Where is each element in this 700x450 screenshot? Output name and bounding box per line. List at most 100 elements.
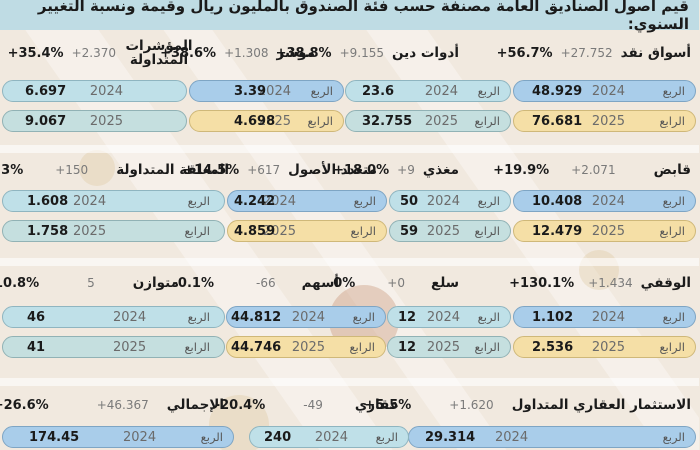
value-pill-equities-2024: الربع 2024 44.812	[227, 306, 387, 328]
category-pct: +26.6%	[0, 397, 50, 413]
category-header-real-estate: عقاري -49 -20.4%	[216, 390, 400, 420]
category-name: أسهم	[302, 275, 340, 291]
year-label: 2025	[427, 339, 461, 355]
quarter-label: الرابع	[660, 114, 686, 128]
category-header-money-market: أسواق نقد +27.752 +56.7%	[498, 38, 692, 68]
quarter-label: الرابع	[185, 340, 211, 354]
value-pill-feeder-2025: الرابع 2025 59	[390, 220, 512, 242]
quarter-label: الرابع	[185, 224, 211, 238]
value: 9.067	[26, 113, 68, 129]
category-delta: +617	[248, 163, 282, 177]
section-divider	[0, 145, 700, 153]
value: 10.408	[533, 193, 584, 209]
section-3: الوقفي +1.434 +130.1% سلع +0 0% أسهم -66…	[0, 268, 700, 368]
value: 50	[401, 193, 420, 209]
category-name: قابض	[654, 162, 692, 178]
value: 1.102	[533, 309, 575, 325]
year-label: 2024	[592, 193, 626, 209]
category-name: المؤشرات المتداولة	[126, 38, 194, 68]
category-delta: +1.434	[589, 276, 634, 290]
value-pill-commodities-2024: الربع 2024 12	[388, 306, 512, 328]
year-label: 2025	[292, 339, 326, 355]
value-pill-feeder-2024: الربع 2024 50	[390, 190, 512, 212]
year-label: 2025	[592, 339, 626, 355]
category-pct: -10.8%	[0, 275, 41, 291]
quarter-label: الربع	[354, 194, 377, 208]
category-name: المغلقة المتداولة	[117, 162, 230, 178]
category-header-etf: المؤشرات المتداولة +2.370 +35.4%	[9, 38, 195, 68]
value: 1.608	[28, 193, 70, 209]
category-name: عقاري	[355, 397, 400, 413]
value: 23.6	[363, 83, 396, 99]
quarter-label: الربع	[201, 430, 224, 444]
value-pill-etf-2025: 2025 9.067	[3, 110, 188, 132]
category-pct: +130.1%	[510, 275, 576, 291]
value-pill-holding-2025: الرابع 2025 12.479	[514, 220, 697, 242]
value: 12	[399, 339, 418, 355]
value-pill-balanced-2024: الربع 2024 46	[3, 306, 226, 328]
category-header-debt: أدوات دين +9.155 +38.8%	[277, 38, 460, 68]
value: 41	[28, 339, 47, 355]
value: 2.536	[533, 339, 575, 355]
value: 174.45	[30, 429, 81, 445]
category-name: الوقفي	[641, 275, 692, 291]
quarter-label: الرابع	[660, 340, 686, 354]
section-divider	[0, 378, 700, 386]
value: 1.758	[28, 223, 70, 239]
value-pill-debt-2025: الرابع 2025 32.755	[346, 110, 512, 132]
category-header-equities: أسهم -66 -0.1%	[174, 268, 340, 298]
section-divider	[0, 258, 700, 266]
quarter-label: الربع	[478, 194, 501, 208]
value-pill-endowment-2025: الرابع 2025 2.536	[514, 336, 697, 358]
category-pct: +19.9%	[494, 162, 551, 178]
category-delta: +46.367	[97, 398, 150, 412]
category-header-total: الإجمالي +46.367 +26.6%	[0, 390, 225, 420]
value-pill-index-2024: الربع 2024 3.39	[190, 80, 345, 102]
value: 4.698	[235, 113, 277, 129]
category-pct: +9.3%	[0, 162, 25, 178]
year-label: 2024	[292, 309, 326, 325]
quarter-label: الربع	[353, 310, 376, 324]
year-label: 2024	[315, 429, 349, 445]
quarter-label: الرابع	[475, 340, 501, 354]
value-pill-closed-traded-2025: الرابع 2025 1.758	[3, 220, 226, 242]
value: 32.755	[363, 113, 414, 129]
category-delta: +27.752	[561, 46, 614, 60]
quarter-label: الربع	[663, 84, 686, 98]
category-header-commodities: سلع +0 0%	[334, 268, 460, 298]
value-pill-balanced-2025: الرابع 2025 41	[3, 336, 226, 358]
quarter-label: الرابع	[475, 114, 501, 128]
value: 76.681	[533, 113, 584, 129]
year-label: 2024	[496, 429, 530, 445]
category-header-index: مؤشر +1.308 +38.6%	[161, 38, 316, 68]
category-name: متوازن	[133, 275, 180, 291]
value-pill-real-estate-2024: الربع 2024 240	[250, 426, 410, 448]
category-delta: +2.370	[72, 46, 117, 60]
value-pill-multi-asset-2024: الربع 2024 4.242	[228, 190, 388, 212]
value: 44.812	[232, 309, 283, 325]
quarter-label: الرابع	[660, 224, 686, 238]
value-pill-etf-2024: 2024 6.697	[3, 80, 188, 102]
year-label: 2025	[425, 113, 459, 129]
category-delta: -49	[304, 398, 324, 412]
value-pill-money-market-2024: الربع 2024 48.929	[514, 80, 697, 102]
year-label: 2024	[114, 309, 148, 325]
section-4: الاستثمار العقاري المتداول +1.620 +5.5% …	[0, 390, 700, 450]
year-label: 2024	[427, 309, 461, 325]
quarter-label: الربع	[663, 194, 686, 208]
year-label: 2025	[592, 113, 626, 129]
category-name: مؤشر	[277, 45, 317, 61]
category-pct: 0%	[334, 275, 357, 291]
value-pill-total-2024: الربع 2024 174.45	[3, 426, 235, 448]
category-delta: +9.155	[340, 46, 385, 60]
year-label: 2024	[90, 83, 124, 99]
value-pill-multi-asset-2025: الرابع 2025 4.859	[228, 220, 388, 242]
category-pct: +38.8%	[276, 45, 333, 61]
value: 4.859	[235, 223, 277, 239]
year-label: 2024	[425, 83, 459, 99]
value-pill-equities-2025: الرابع 2025 44.746	[227, 336, 387, 358]
value-pill-closed-traded-2024: الربع 2024 1.608	[3, 190, 226, 212]
category-name: أدوات دين	[393, 45, 460, 61]
year-label: 2025	[263, 223, 297, 239]
quarter-label: الرابع	[475, 224, 501, 238]
